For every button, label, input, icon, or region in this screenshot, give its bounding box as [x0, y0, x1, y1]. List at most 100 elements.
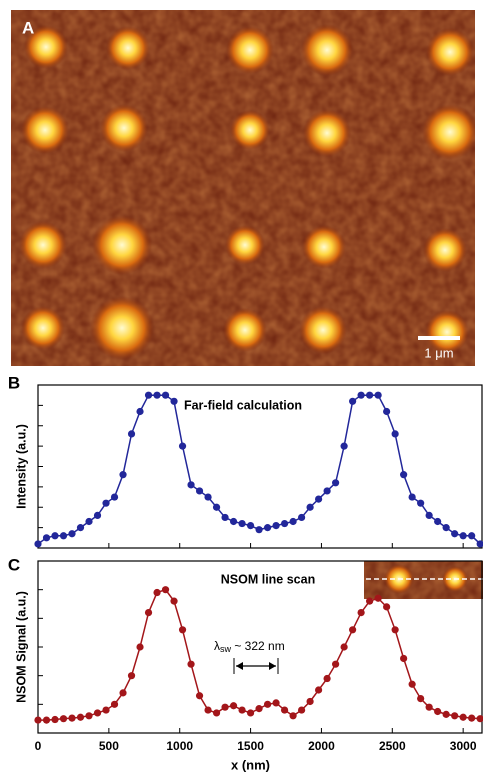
data-point: [212, 709, 221, 717]
data-point: [229, 517, 238, 526]
data-point: [204, 706, 212, 714]
data-point: [136, 643, 144, 651]
data-point: [68, 530, 76, 538]
data-point: [408, 680, 416, 688]
data-point: [263, 524, 272, 532]
data-point: [391, 430, 399, 438]
data-point: [34, 540, 42, 548]
data-point: [187, 660, 195, 668]
y-axis-label: Intensity (a.u.): [14, 424, 28, 509]
series-line: [37, 394, 481, 545]
data-point: [280, 519, 289, 528]
data-point: [383, 603, 391, 611]
data-point: [476, 715, 483, 723]
data-point: [170, 597, 178, 605]
data-point: [161, 586, 170, 594]
data-point: [42, 716, 51, 724]
data-point: [255, 705, 263, 713]
x-tick-label: 1000: [166, 739, 193, 753]
data-point: [153, 588, 161, 597]
data-point: [323, 487, 331, 495]
data-point: [110, 700, 119, 708]
data-point: [442, 710, 450, 718]
data-point: [349, 397, 357, 405]
data-point: [357, 391, 365, 399]
data-point: [417, 695, 425, 703]
wavelength-subscript: sw: [220, 644, 232, 654]
scale-bar-label: 1 μm: [424, 345, 453, 360]
data-point: [119, 471, 127, 479]
data-point: [315, 686, 323, 694]
data-point: [238, 706, 246, 714]
data-point: [374, 391, 382, 399]
data-point: [85, 517, 93, 526]
data-point: [170, 397, 178, 405]
data-point: [391, 626, 399, 634]
data-point: [34, 716, 42, 724]
arrow-head: [269, 662, 276, 670]
data-point: [297, 513, 306, 522]
y-axis-label: NSOM Signal (a.u.): [14, 591, 28, 703]
x-tick-label: 2500: [379, 739, 406, 753]
data-point: [59, 715, 68, 723]
data-point: [221, 703, 229, 711]
data-point: [289, 517, 297, 526]
data-point: [400, 654, 408, 663]
data-point: [246, 709, 255, 717]
data-point: [178, 442, 187, 450]
data-point: [306, 503, 314, 511]
data-point: [400, 471, 408, 479]
x-tick-label: 0: [35, 739, 42, 753]
data-point: [442, 524, 450, 532]
annotation: Far-field calculation: [184, 398, 302, 412]
data-point: [272, 699, 280, 707]
data-point: [59, 532, 68, 540]
x-tick-label: 1500: [237, 739, 264, 753]
wavelength-symbol: λ: [214, 639, 220, 653]
data-point: [85, 712, 93, 720]
data-point: [289, 712, 297, 720]
data-point: [425, 511, 433, 519]
data-point: [468, 532, 476, 540]
data-point: [366, 391, 374, 399]
data-point: [417, 499, 425, 507]
data-point: [246, 521, 255, 530]
panel-label: C: [8, 555, 20, 574]
wavelength-text: ~ 322 nm: [231, 639, 285, 653]
data-point: [144, 609, 153, 617]
data-point: [110, 493, 119, 501]
data-point: [459, 532, 467, 540]
data-point: [229, 702, 238, 710]
data-point: [195, 487, 204, 495]
data-point: [451, 530, 459, 538]
data-point: [357, 609, 365, 617]
data-point: [221, 513, 229, 522]
data-point: [451, 712, 459, 720]
data-point: [51, 715, 59, 724]
data-point: [127, 672, 136, 680]
spots: [19, 24, 475, 360]
data-point: [476, 540, 483, 548]
series-line: [38, 588, 481, 721]
inset-image: [364, 561, 483, 599]
data-point: [102, 706, 110, 714]
x-tick-label: 2000: [308, 739, 335, 753]
data-point: [340, 643, 348, 651]
data-point: [255, 526, 263, 534]
data-point: [425, 703, 433, 711]
panel-label: B: [8, 373, 20, 392]
data-point: [102, 499, 110, 507]
data-point: [204, 493, 212, 501]
data-point: [195, 692, 204, 700]
data-point: [280, 706, 289, 714]
data-point: [332, 479, 340, 487]
data-point: [306, 697, 314, 706]
data-point: [366, 597, 374, 605]
data-point: [187, 481, 195, 489]
data-point: [51, 532, 59, 540]
panel-label: A: [22, 18, 34, 37]
data-point: [178, 626, 187, 634]
data-point: [434, 517, 442, 526]
data-point: [238, 519, 246, 528]
data-point: [263, 700, 272, 708]
